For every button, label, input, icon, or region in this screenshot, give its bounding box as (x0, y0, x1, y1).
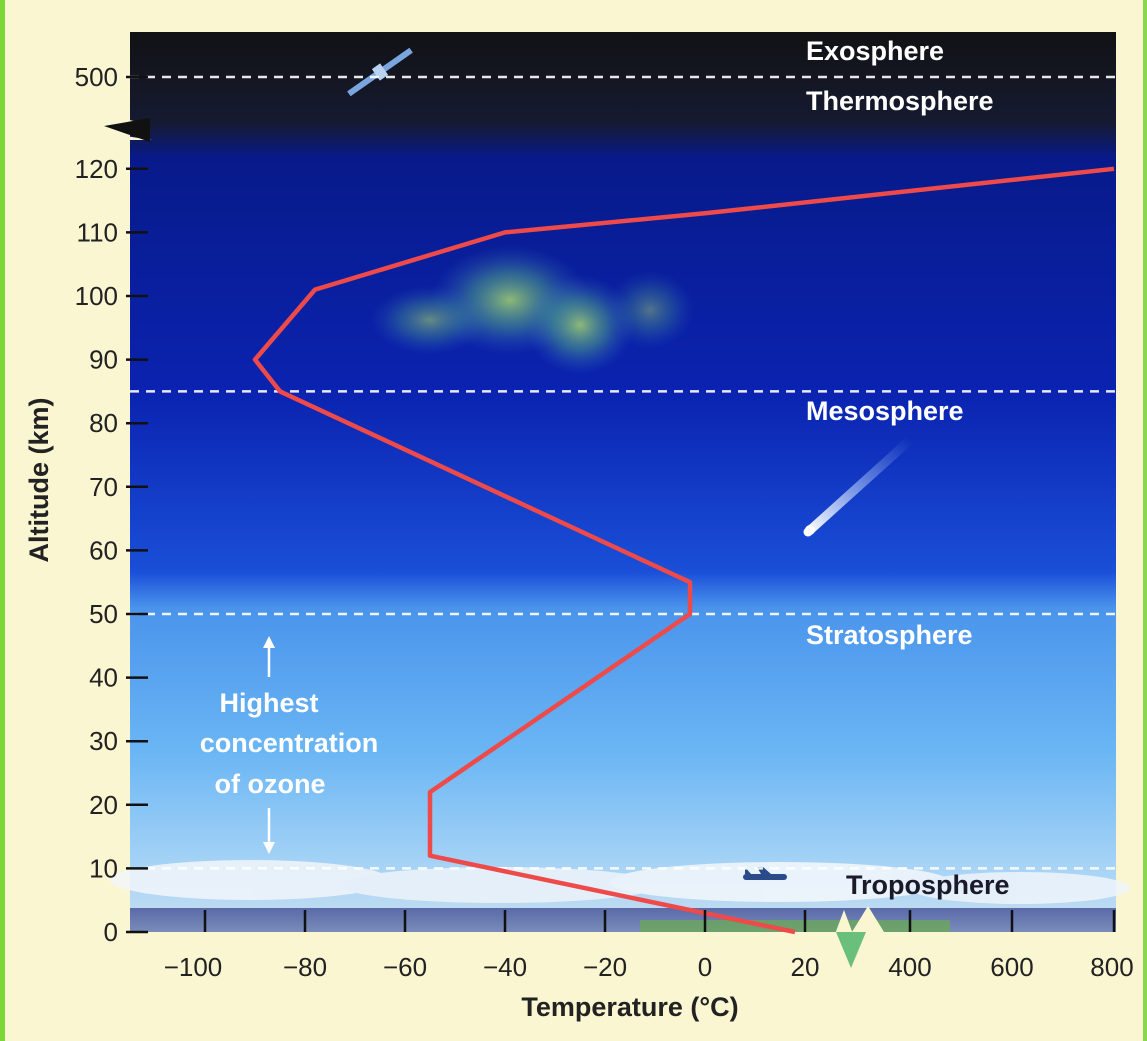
ozone-line-3: of ozone (215, 769, 326, 799)
y-tick-label: 70 (89, 472, 118, 502)
label-stratosphere: Stratosphere (806, 620, 973, 650)
ground-strip (130, 908, 1116, 932)
sky-background (130, 32, 1116, 932)
y-axis-title: Altitude (km) (24, 398, 54, 563)
y-tick-label: 500 (75, 62, 118, 92)
left-border (0, 0, 5, 1041)
y-tick-label: 20 (89, 790, 118, 820)
x-tick-label: 400 (888, 952, 931, 982)
y-tick-label: 80 (89, 408, 118, 438)
y-tick-label: 50 (89, 599, 118, 629)
y-tick-label: 110 (77, 217, 118, 247)
y-tick-label: 0 (104, 917, 118, 947)
label-troposphere: Troposphere (846, 870, 1010, 900)
x-tick-label: −40 (483, 952, 527, 982)
meteor-icon (803, 435, 915, 537)
y-tick-label: 10 (89, 853, 118, 883)
y-axis-break (106, 110, 152, 140)
right-border (1143, 0, 1147, 1041)
y-axis-break-notch (104, 118, 150, 142)
x-axis-break-gap (852, 906, 884, 932)
layer-boundaries (130, 75, 1116, 870)
aurora-illustration (370, 245, 695, 375)
y-tick-label: 100 (75, 281, 118, 311)
x-axis: −100 −80 −60 −40 −20 0 20 400 600 800 (164, 910, 1134, 982)
ozone-annotation: Highest concentration of ozone (200, 636, 379, 854)
x-tick-label: −80 (283, 952, 327, 982)
label-exosphere: Exosphere (806, 36, 944, 66)
label-mesosphere: Mesosphere (806, 396, 964, 426)
x-tick-label: 800 (1090, 952, 1133, 982)
x-tick-label: 600 (990, 952, 1033, 982)
x-tick-label: −100 (164, 952, 223, 982)
y-tick-label: 60 (89, 535, 118, 565)
y-tick-label: 40 (89, 663, 118, 693)
y-tick-label: 90 (89, 345, 118, 375)
temperature-line (252, 166, 1115, 935)
x-tick-label: 0 (698, 952, 712, 982)
y-tick-label: 30 (89, 726, 118, 756)
label-thermosphere: Thermosphere (806, 86, 994, 116)
y-tick-label: 120 (75, 154, 118, 184)
ozone-line-2: concentration (200, 728, 379, 758)
x-tick-label: −60 (383, 952, 427, 982)
x-tick-label: −20 (583, 952, 627, 982)
x-axis-title: Temperature (°C) (521, 992, 738, 1022)
y-axis: 0 10 20 30 40 50 60 70 80 90 100 110 120 500 (75, 62, 148, 947)
satellite-icon (347, 47, 413, 97)
clouds-illustration (110, 860, 1130, 904)
ozone-line-1: Highest (219, 688, 318, 718)
x-axis-break-wedge (836, 932, 866, 968)
x-tick-label: 20 (791, 952, 820, 982)
